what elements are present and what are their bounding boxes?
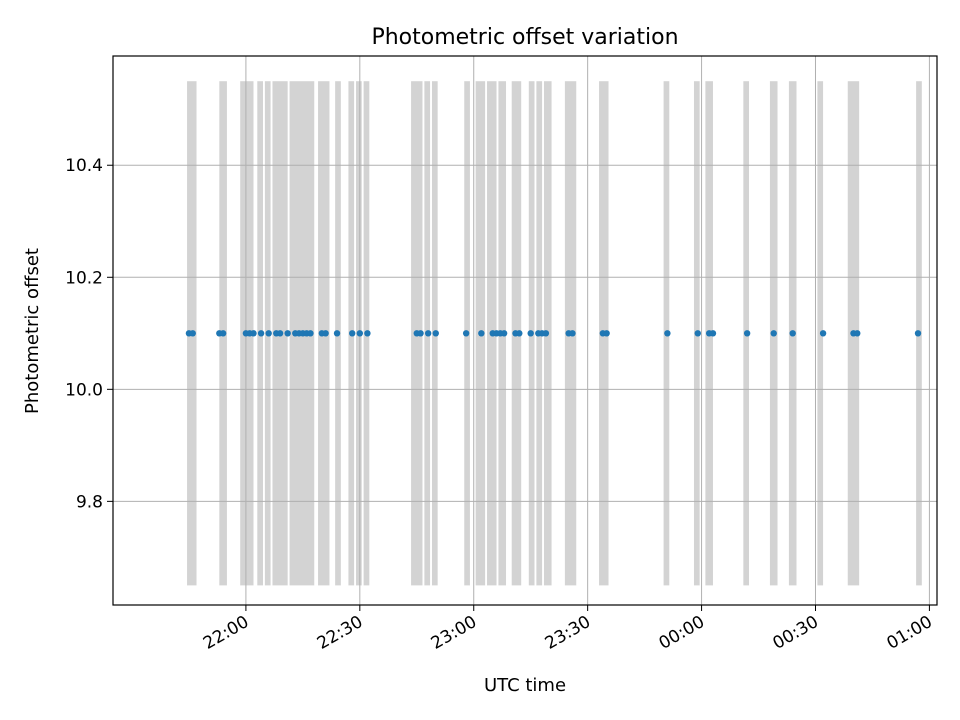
- data-point: [569, 330, 576, 337]
- data-point: [250, 330, 257, 337]
- data-point: [424, 330, 432, 337]
- data-point: [819, 330, 827, 337]
- y-tick-label: 10.0: [65, 380, 103, 400]
- data-point: [356, 330, 364, 337]
- data-point: [664, 330, 671, 337]
- data-point: [257, 330, 265, 337]
- data-point: [709, 330, 717, 337]
- data-point: [914, 330, 922, 337]
- data-point: [364, 330, 371, 337]
- data-point: [516, 330, 523, 337]
- data-point: [432, 330, 439, 337]
- y-tick-label: 9.8: [76, 492, 103, 512]
- y-tick-label: 10.4: [65, 156, 103, 176]
- x-axis-label: UTC time: [484, 675, 566, 696]
- data-point: [542, 330, 550, 337]
- data-point: [307, 330, 314, 337]
- data-point: [219, 330, 227, 337]
- data-point: [417, 330, 424, 337]
- data-point: [603, 330, 610, 337]
- data-point: [789, 330, 796, 337]
- data-point: [500, 330, 508, 337]
- y-tick-label: 10.2: [65, 268, 103, 288]
- plot-frame: [112, 55, 938, 606]
- data-point: [276, 330, 284, 337]
- data-point: [694, 330, 701, 337]
- data-point: [265, 330, 272, 337]
- data-point: [333, 330, 341, 337]
- data-point: [770, 330, 777, 337]
- data-point: [478, 330, 485, 337]
- chart-title: Photometric offset variation: [371, 25, 678, 50]
- data-point: [284, 330, 291, 337]
- data-point: [322, 330, 329, 337]
- data-point: [189, 330, 196, 337]
- data-point: [462, 330, 470, 337]
- data-point: [349, 330, 356, 337]
- data-point: [527, 330, 534, 337]
- data-point: [854, 330, 861, 337]
- y-axis-label: Photometric offset: [22, 248, 43, 414]
- data-point: [743, 330, 751, 337]
